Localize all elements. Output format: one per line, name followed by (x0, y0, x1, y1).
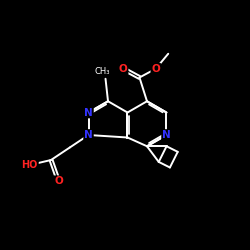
Text: O: O (151, 64, 160, 74)
Text: N: N (162, 130, 171, 140)
Text: O: O (54, 176, 63, 186)
Text: N: N (84, 130, 93, 140)
Text: N: N (84, 108, 93, 118)
Text: O: O (119, 64, 128, 74)
Text: HO: HO (22, 160, 38, 170)
Text: CH₃: CH₃ (94, 67, 110, 76)
